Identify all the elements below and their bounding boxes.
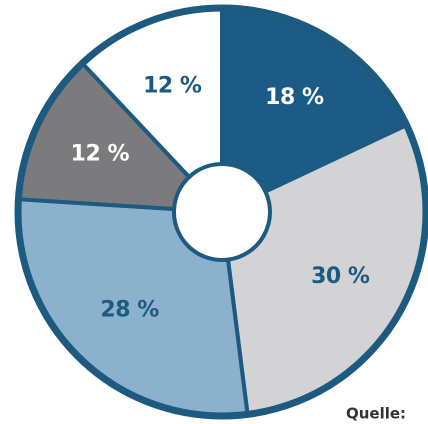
value-label: 12 % [143,73,202,98]
value-label: 12 % [71,142,130,167]
value-label: 18 % [265,85,324,110]
source-label: Quelle: [346,405,406,423]
value-label: 28 % [100,297,159,322]
value-label: 30 % [311,264,370,289]
outer-ring [14,4,428,420]
